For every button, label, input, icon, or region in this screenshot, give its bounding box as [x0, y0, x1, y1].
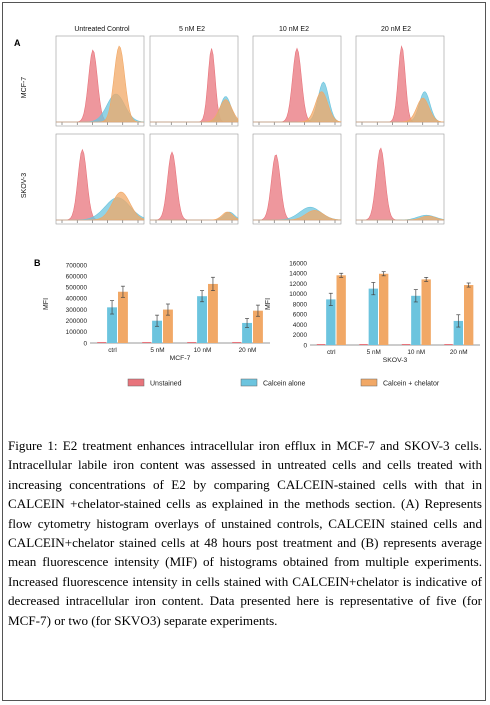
- bar-unstained: [97, 342, 107, 343]
- y-tick-label: 400000: [66, 296, 88, 303]
- column-header-untreated: Untreated Control: [74, 26, 130, 33]
- bar-unstained: [232, 342, 242, 343]
- bar: [379, 273, 389, 345]
- y-tick-label: 2000: [293, 332, 308, 339]
- histogram-cell: [355, 133, 445, 225]
- histogram-peak: [56, 45, 144, 123]
- x-tick-label: 10 nM: [194, 347, 212, 354]
- x-tick-label: 20 nM: [450, 349, 468, 356]
- bar-unstained: [359, 344, 368, 345]
- histogram-cell: [355, 35, 445, 127]
- bar: [107, 307, 117, 343]
- y-tick-label: 0: [303, 342, 307, 349]
- y-tick-label: 10000: [289, 291, 307, 298]
- x-tick-label: 5 nM: [150, 347, 164, 354]
- bar: [464, 285, 474, 345]
- y-tick-label: 16000: [289, 260, 307, 267]
- column-header-5nm: 5 nM E2: [178, 26, 206, 33]
- x-tick-label: 10 nM: [407, 349, 425, 356]
- histogram-cell: [55, 133, 145, 225]
- bar: [152, 320, 162, 343]
- bar-unstained: [316, 344, 326, 345]
- histogram-cell: [55, 35, 145, 127]
- bar: [326, 299, 336, 345]
- bar-unstained: [401, 344, 411, 345]
- x-axis-label: SKOV-3: [383, 357, 408, 364]
- legend: Unstained Calcein alone Calcein + chelator: [127, 378, 440, 388]
- bar: [163, 309, 173, 343]
- y-tick-label: 600000: [66, 273, 88, 280]
- legend-swatch: [360, 378, 378, 387]
- histogram-peak: [356, 97, 445, 123]
- x-tick-label: 5 nM: [367, 349, 381, 356]
- y-tick-label: 200000: [66, 318, 88, 325]
- y-axis-label: MFI: [43, 298, 50, 310]
- y-tick-label: 0: [83, 340, 87, 347]
- bar-unstained: [187, 342, 197, 343]
- bar: [197, 296, 207, 343]
- bar: [253, 310, 263, 343]
- bar-unstained: [142, 342, 152, 343]
- panel-a-letter: A: [14, 38, 21, 48]
- bar-chart: 0 100000 200000 300000 400000 500000 600000 700…: [43, 262, 270, 362]
- x-tick-label: 20 nM: [239, 347, 257, 354]
- histogram-peak: [253, 91, 342, 123]
- histogram-grid: [55, 35, 445, 225]
- histogram-peak: [150, 211, 239, 221]
- bar: [242, 322, 252, 343]
- legend-swatch: [240, 378, 258, 387]
- legend-swatch: [127, 378, 145, 387]
- histogram-peak: [56, 191, 145, 221]
- bar-chart: 0 2000 4000 6000 8000 10000 12000 14000 16000 MFI…: [265, 260, 480, 364]
- caption-text: E2 treatment enhances intracellular iron…: [8, 438, 482, 628]
- legend-label: Calcein + chelator: [383, 381, 440, 388]
- column-header-20nm: 20 nM E2: [381, 26, 411, 33]
- y-tick-label: 14000: [289, 271, 307, 278]
- y-tick-label: 12000: [289, 281, 307, 288]
- histogram-cell: [252, 133, 342, 225]
- y-tick-label: 6000: [293, 312, 308, 319]
- y-tick-label: 4000: [293, 322, 308, 329]
- histogram-peak: [253, 210, 342, 221]
- x-tick-label: ctrl: [327, 349, 336, 356]
- bar: [208, 283, 218, 343]
- histogram-cell: [149, 133, 239, 225]
- x-tick-label: ctrl: [108, 347, 117, 354]
- bar-unstained: [444, 344, 453, 345]
- y-axis-label: MFI: [265, 298, 272, 310]
- figure-caption: Figure 1: E2 treatment enhances intracel…: [8, 436, 482, 630]
- y-tick-label: 500000: [66, 285, 88, 292]
- histogram-peak: [150, 99, 239, 123]
- column-header-10nm: 10 nM E2: [279, 26, 309, 33]
- bar: [368, 288, 378, 345]
- x-axis-label: MCF-7: [170, 355, 191, 362]
- panel-b-letter: B: [34, 258, 41, 268]
- bar: [336, 275, 346, 345]
- bar: [411, 295, 421, 345]
- y-tick-label: 8000: [293, 301, 308, 308]
- histogram-frame: [252, 133, 342, 225]
- legend-label: Calcein alone: [263, 381, 306, 388]
- histogram-cell: [149, 35, 239, 127]
- caption-label: Figure 1:: [8, 438, 58, 453]
- y-tick-label: 700000: [66, 262, 88, 269]
- bar: [453, 320, 463, 345]
- y-tick-label: 100000: [66, 329, 88, 336]
- histogram-cell: [252, 35, 342, 127]
- bar-charts: 0100000200000300000400000500000600000700…: [43, 260, 480, 388]
- histogram-peak: [356, 215, 445, 221]
- bar: [118, 291, 128, 343]
- y-tick-label: 300000: [66, 307, 88, 314]
- legend-label: Unstained: [150, 381, 182, 388]
- figure-frame: [2, 2, 486, 701]
- histogram-frame: [355, 133, 445, 225]
- bar: [421, 279, 431, 345]
